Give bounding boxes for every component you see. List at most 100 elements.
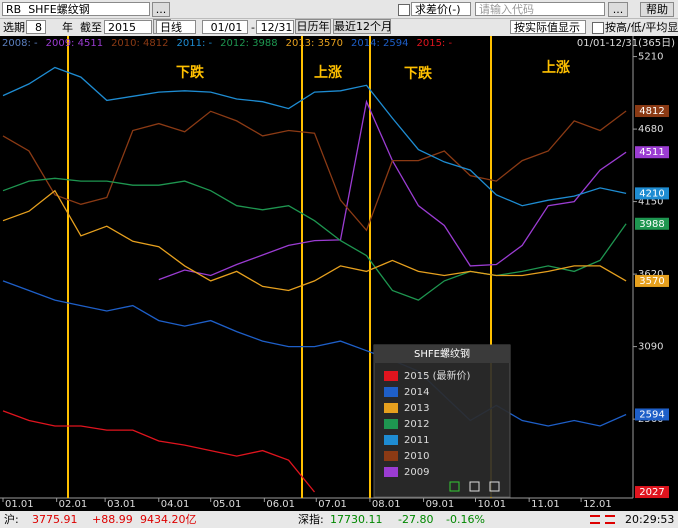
legend-header-item: 2012: 3988 bbox=[220, 38, 277, 49]
years-input[interactable]: 8 bbox=[26, 20, 46, 34]
legend-label: 2010 bbox=[404, 451, 429, 462]
code: RB bbox=[6, 3, 22, 16]
more-button[interactable]: ... bbox=[608, 2, 628, 17]
legend-swatch bbox=[384, 451, 398, 461]
label: 深指: bbox=[298, 513, 324, 526]
legend-swatch bbox=[384, 467, 398, 477]
label: 沪: bbox=[4, 513, 19, 526]
x-tick-label: 09.01 bbox=[426, 499, 455, 510]
toolbar: 选期 8 年 截至 2015 ... 日线 01/01 - 12/31 日历年 … bbox=[0, 18, 678, 37]
last-value-badge bbox=[635, 408, 669, 421]
label: 按高/低/平均显示 bbox=[605, 21, 678, 34]
annotation: 上涨 bbox=[542, 60, 570, 76]
legend-label: 2011 bbox=[404, 435, 429, 446]
legend-header-item: 2013: 3570 bbox=[286, 38, 343, 49]
last-value-badge bbox=[635, 187, 669, 200]
x-tick-label: 05.01 bbox=[213, 499, 242, 510]
display-select[interactable]: 按实际值显示 bbox=[510, 20, 586, 34]
sh-turnover: 9434.20亿 bbox=[140, 513, 197, 526]
popup-header bbox=[374, 345, 510, 363]
sz-pct: -0.16% bbox=[446, 513, 485, 526]
legend-header-item: 2015: - bbox=[416, 38, 452, 49]
title-bar: RB SHFE螺纹钢 ... 求差价(-) 请输入代码 ... 帮助 bbox=[0, 0, 678, 18]
legend-label: 2009 bbox=[404, 467, 429, 478]
series-line bbox=[2, 66, 627, 207]
annotation: 下跌 bbox=[176, 65, 205, 81]
name: SHFE螺纹钢 bbox=[28, 3, 90, 16]
y-tick-label: 3090 bbox=[638, 342, 663, 353]
x-tick-label: 08.01 bbox=[372, 499, 401, 510]
x-tick-label: 04.01 bbox=[161, 499, 190, 510]
more-button[interactable]: ... bbox=[152, 2, 170, 17]
series-line bbox=[2, 410, 316, 493]
popup-icon[interactable] bbox=[449, 481, 460, 492]
last-value-badge bbox=[635, 486, 669, 499]
x-tick-label: 02.01 bbox=[59, 499, 88, 510]
last-value-label: 4812 bbox=[639, 106, 664, 117]
x-tick-label: 07.01 bbox=[318, 499, 347, 510]
label: - bbox=[251, 21, 255, 34]
x-tick-label: 06.01 bbox=[266, 499, 295, 510]
legend-swatch bbox=[384, 387, 398, 397]
popup-icon[interactable] bbox=[489, 481, 500, 492]
status-bar: 沪: 3775.91 +88.99 9434.20亿 深指: 17730.11 … bbox=[0, 511, 678, 528]
legend-swatch bbox=[384, 419, 398, 429]
legend-popup: SHFE螺纹钢 2015 (最新价) 2014 2013 2012 2011 2010 200… bbox=[373, 344, 511, 498]
from-input[interactable]: 01/01 bbox=[202, 20, 248, 34]
code-input[interactable]: RB SHFE螺纹钢 bbox=[2, 2, 150, 16]
x-tick-label: 03.01 bbox=[107, 499, 136, 510]
legend-swatch bbox=[384, 435, 398, 445]
legend-swatch bbox=[384, 403, 398, 413]
legend-header-item: 2008: - bbox=[2, 38, 38, 49]
legend-label: 2014 bbox=[404, 387, 429, 398]
hla-checkbox[interactable] bbox=[592, 22, 604, 34]
x-tick-label: 11.01 bbox=[531, 499, 560, 510]
to-input[interactable]: 12/31 bbox=[256, 20, 294, 34]
legend-header-item: 2014: 2594 bbox=[351, 38, 408, 49]
last-value-label: 2594 bbox=[639, 409, 664, 420]
frequency-select[interactable]: 日线 bbox=[156, 20, 196, 34]
last-value-label: 3570 bbox=[639, 276, 664, 287]
y-tick-label: 5210 bbox=[638, 52, 663, 63]
x-tick-label: 12.01 bbox=[583, 499, 612, 510]
series-line bbox=[2, 189, 627, 292]
annotation: 上涨 bbox=[314, 65, 342, 81]
last-value-badge bbox=[635, 274, 669, 287]
series-line bbox=[2, 280, 627, 427]
x-tick-label: 10.01 bbox=[478, 499, 507, 510]
series-line bbox=[2, 110, 627, 232]
legend-header-item: 2011: - bbox=[177, 38, 213, 49]
diff-select[interactable]: 求差价(-) bbox=[411, 2, 471, 16]
last-value-badge bbox=[635, 146, 669, 159]
last-12-months-button[interactable]: 最近12个月 bbox=[333, 19, 392, 34]
legend-label: 2015 (最新价) bbox=[404, 369, 471, 382]
last-value-badge bbox=[635, 217, 669, 230]
help-button[interactable]: 帮助 bbox=[640, 2, 674, 17]
last-value-label: 3988 bbox=[639, 219, 664, 230]
y-tick-label: 3620 bbox=[638, 269, 663, 280]
y-tick-label: 4680 bbox=[638, 124, 663, 135]
annotation: 下跌 bbox=[404, 66, 433, 82]
last-value-label: 2027 bbox=[639, 487, 664, 498]
alert-icon[interactable] bbox=[605, 515, 615, 524]
label: 年 bbox=[62, 21, 73, 34]
legend-label: 2013 bbox=[404, 403, 429, 414]
legend-header-item: 2010: 4812 bbox=[111, 38, 168, 49]
search-input[interactable]: 请输入代码 bbox=[475, 2, 605, 16]
label: 截至 bbox=[80, 21, 102, 34]
x-tick-label: 01.01 bbox=[5, 499, 34, 510]
sh-index: 3775.91 bbox=[32, 513, 78, 526]
calendar-year-button[interactable]: 日历年 bbox=[295, 19, 331, 34]
chart-background bbox=[0, 36, 678, 511]
last-value-badge bbox=[635, 105, 669, 118]
diff-checkbox[interactable] bbox=[398, 4, 410, 16]
alert-icon[interactable] bbox=[590, 515, 600, 524]
popup-icon[interactable] bbox=[469, 481, 480, 492]
label: 选期 bbox=[3, 21, 25, 34]
legend-swatch bbox=[384, 371, 398, 381]
popup-title: SHFE螺纹钢 bbox=[414, 347, 470, 360]
range-label: 01/01-12/31(365日) bbox=[577, 38, 675, 49]
year-select[interactable]: 2015 bbox=[104, 20, 152, 34]
last-value-label: 4210 bbox=[639, 188, 664, 199]
